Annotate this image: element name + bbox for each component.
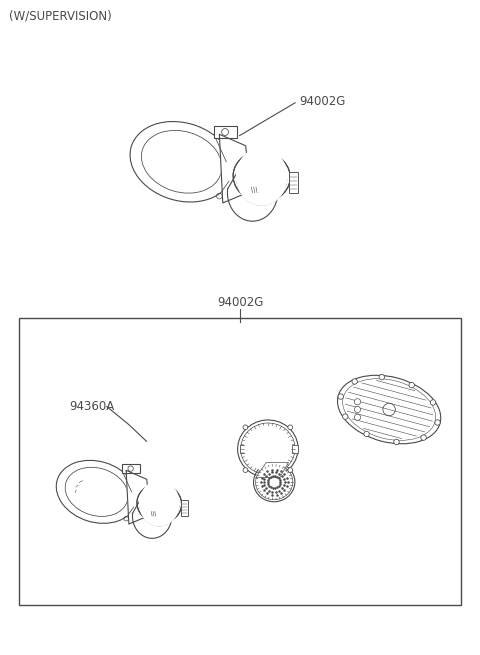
Bar bbox=[292, 445, 299, 453]
Circle shape bbox=[243, 425, 248, 430]
Circle shape bbox=[354, 414, 360, 421]
Polygon shape bbox=[140, 481, 179, 526]
Text: 94002G: 94002G bbox=[300, 95, 346, 108]
Circle shape bbox=[352, 379, 358, 384]
Polygon shape bbox=[259, 467, 290, 497]
Polygon shape bbox=[256, 462, 288, 477]
Circle shape bbox=[394, 440, 399, 445]
Bar bbox=[240, 445, 247, 453]
Circle shape bbox=[364, 431, 369, 437]
Polygon shape bbox=[245, 427, 290, 470]
Polygon shape bbox=[219, 134, 250, 203]
Circle shape bbox=[430, 400, 436, 405]
Text: (W/SUPERVISION): (W/SUPERVISION) bbox=[9, 10, 112, 23]
Circle shape bbox=[354, 406, 360, 413]
Polygon shape bbox=[126, 470, 150, 524]
Bar bbox=[289, 172, 298, 193]
Circle shape bbox=[409, 383, 414, 388]
Text: 94002G: 94002G bbox=[217, 295, 263, 309]
Polygon shape bbox=[237, 148, 287, 205]
Bar bbox=[214, 126, 237, 138]
Circle shape bbox=[379, 375, 384, 380]
Circle shape bbox=[421, 435, 426, 440]
Circle shape bbox=[288, 425, 293, 430]
Bar bbox=[19, 318, 461, 605]
Circle shape bbox=[288, 468, 293, 472]
Circle shape bbox=[435, 420, 440, 425]
Circle shape bbox=[343, 414, 348, 419]
Text: 94360A: 94360A bbox=[69, 400, 114, 413]
Bar bbox=[122, 464, 140, 473]
Circle shape bbox=[338, 394, 344, 400]
Circle shape bbox=[243, 468, 248, 472]
Circle shape bbox=[354, 399, 360, 405]
Bar bbox=[181, 500, 188, 516]
